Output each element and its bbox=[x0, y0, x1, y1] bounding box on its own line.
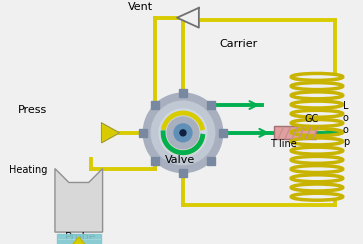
Circle shape bbox=[151, 101, 215, 165]
Text: p: p bbox=[343, 137, 349, 147]
Text: Heating: Heating bbox=[9, 164, 48, 174]
Bar bbox=[207, 101, 215, 109]
Circle shape bbox=[143, 93, 223, 173]
Circle shape bbox=[159, 109, 207, 157]
Circle shape bbox=[174, 124, 192, 142]
Text: Press: Press bbox=[18, 105, 48, 115]
Circle shape bbox=[167, 117, 199, 149]
Polygon shape bbox=[55, 169, 103, 232]
Text: T line: T line bbox=[270, 139, 297, 149]
Text: o: o bbox=[343, 113, 349, 123]
Polygon shape bbox=[102, 123, 119, 143]
Text: Probe: Probe bbox=[65, 232, 97, 242]
Bar bbox=[179, 89, 187, 97]
Bar bbox=[179, 169, 187, 176]
Text: L: L bbox=[343, 101, 348, 111]
Bar bbox=[207, 157, 215, 165]
Bar bbox=[139, 129, 147, 137]
Bar bbox=[151, 157, 159, 165]
Polygon shape bbox=[68, 237, 90, 244]
Bar bbox=[219, 129, 227, 137]
Bar bbox=[274, 126, 316, 139]
Text: Vent: Vent bbox=[127, 2, 152, 12]
Text: o: o bbox=[343, 125, 349, 135]
Text: Valve: Valve bbox=[165, 155, 195, 165]
Circle shape bbox=[180, 130, 186, 136]
Polygon shape bbox=[177, 8, 199, 28]
Bar bbox=[151, 101, 159, 109]
Text: Carrier: Carrier bbox=[220, 39, 258, 49]
Polygon shape bbox=[57, 234, 101, 244]
Text: GC: GC bbox=[305, 114, 319, 124]
